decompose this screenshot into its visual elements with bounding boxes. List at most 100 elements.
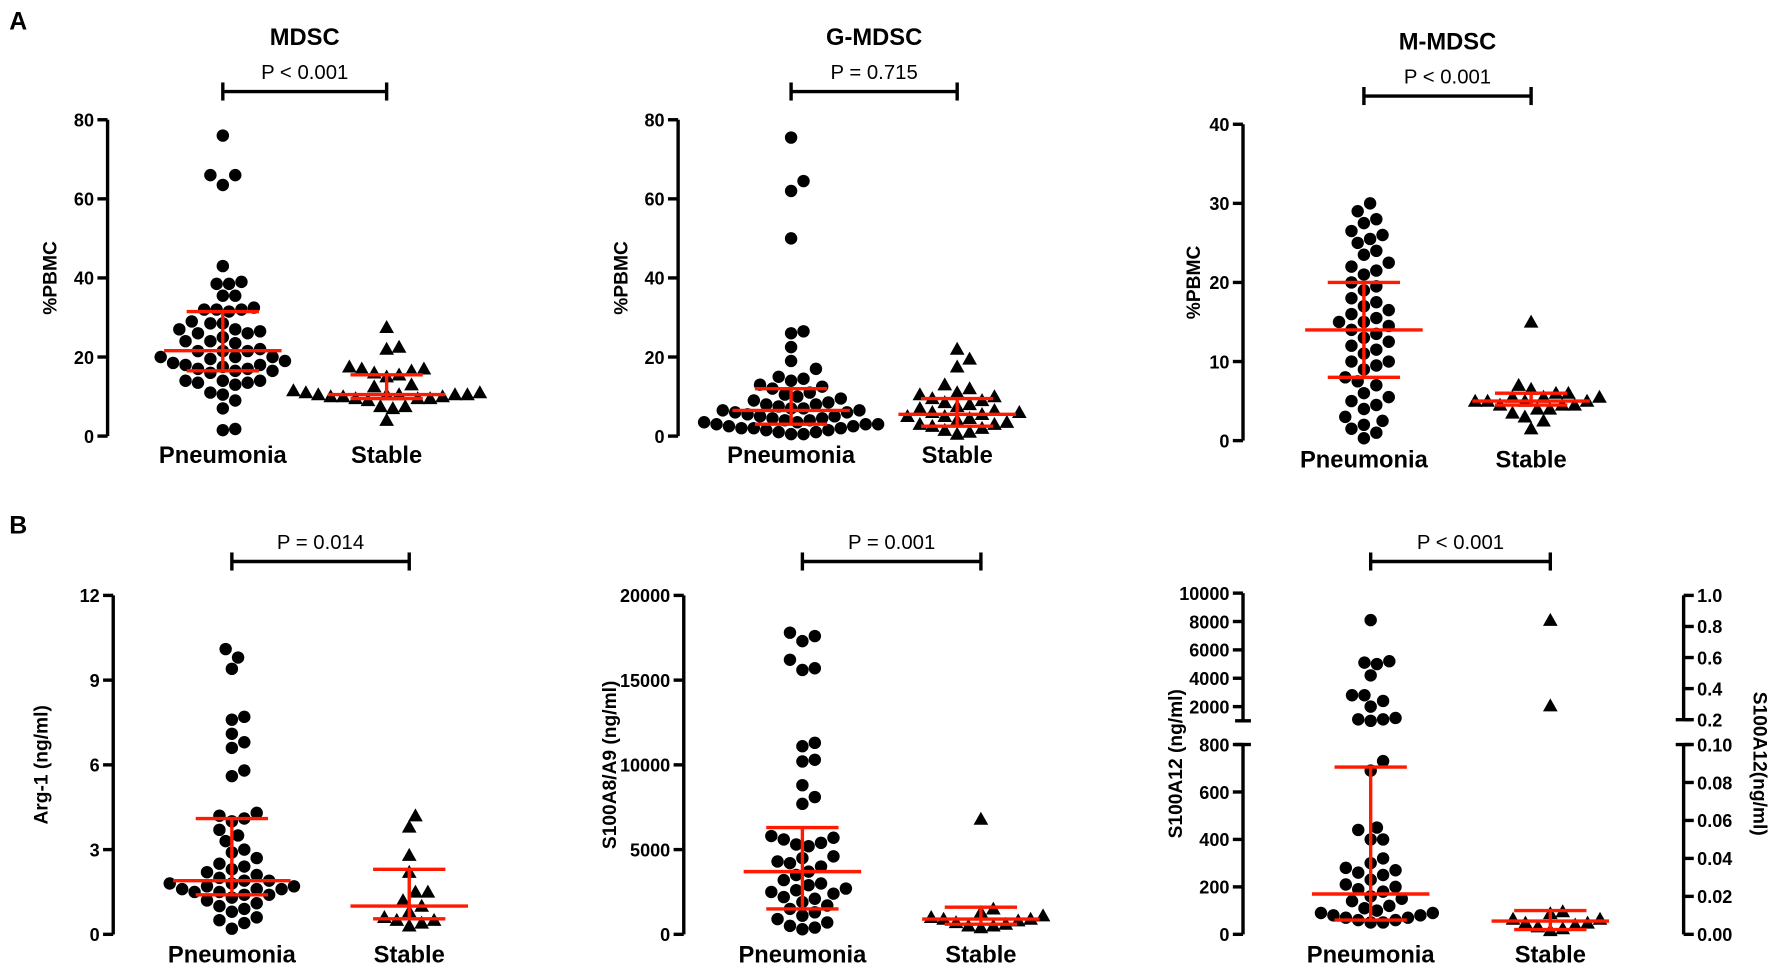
data-point-pneumonia [783,626,797,639]
data-point-stable [404,377,419,391]
data-point-pneumonia [778,388,792,401]
panel-label-a: A [9,8,27,35]
data-point-stable [1592,911,1608,925]
data-point-pneumonia [231,651,245,664]
data-point-pneumonia [1345,292,1358,305]
data-point-pneumonia [784,131,798,144]
data-point-pneumonia [216,388,230,401]
data-point-pneumonia [1357,386,1371,400]
data-point-pneumonia [784,327,798,340]
data-point-pneumonia [1370,904,1384,917]
data-point-pneumonia [1357,248,1371,261]
data-point-pneumonia [839,882,853,895]
x-category-label: Stable [1515,943,1586,969]
data-point-pneumonia [213,857,226,870]
data-point-stable [987,389,1002,403]
right-y-tick-label: 0.06 [1697,811,1732,831]
data-point-pneumonia [697,416,711,429]
data-point-pneumonia [253,325,267,338]
data-point-stable [949,426,965,440]
data-point-stable [923,910,939,924]
data-point-pneumonia [229,168,242,182]
data-point-pneumonia [1345,307,1358,321]
data-point-pneumonia [229,323,242,336]
data-point-pneumonia [229,289,242,302]
data-point-pneumonia [1357,216,1371,230]
data-point-pneumonia [197,303,211,316]
data-point-pneumonia [235,303,248,316]
data-point-stable [987,416,1002,430]
data-point-pneumonia [216,129,230,142]
data-point-stable [379,320,394,334]
data-point-stable [912,416,928,430]
data-point-pneumonia [200,865,214,879]
data-point-pneumonia [1370,821,1384,834]
data-point-pneumonia [204,366,217,380]
data-point-stable [949,385,965,399]
data-point-pneumonia [179,374,192,387]
data-point-pneumonia [1358,902,1371,915]
data-point-stable [1592,389,1607,403]
data-point-pneumonia [241,362,254,376]
data-point-pneumonia [266,364,279,378]
data-point-pneumonia [808,662,822,675]
data-point-pneumonia [871,418,885,431]
data-point-stable [401,847,417,861]
y-tick-label: 40 [74,269,94,289]
data-point-pneumonia [179,358,192,372]
data-point-stable [472,385,488,399]
data-point-stable [1505,405,1520,419]
data-point-stable [999,414,1015,428]
data-point-pneumonia [229,350,242,364]
data-point-pneumonia [1358,656,1371,669]
data-point-pneumonia [772,370,785,383]
data-point-pneumonia [777,873,790,887]
data-point-pneumonia [1357,432,1371,445]
data-point-pneumonia [1414,909,1427,922]
x-category-label: Stable [945,943,1016,969]
data-point-pneumonia [166,356,180,370]
data-point-stable [962,424,977,438]
y-tick-label: 20000 [620,586,670,606]
x-category-label: Pneumonia [738,943,867,969]
right-y-tick-label: 1.0 [1697,586,1722,606]
data-point-pneumonia [253,358,267,372]
chart-panel-5: 0 5000 10000 15000 20000 S100A8/A9 (ng/ml) P =… [600,532,1051,969]
data-point-stable [1561,385,1576,399]
data-point-pneumonia [1357,402,1371,416]
p-value-label: P = 0.014 [277,532,364,554]
data-point-stable [401,819,417,833]
data-point-pneumonia [809,398,823,411]
data-point-pneumonia [771,855,784,868]
data-point-pneumonia [278,354,292,368]
data-point-pneumonia [204,168,217,182]
y-tick-label: 200 [1199,878,1229,898]
data-point-pneumonia [777,833,790,846]
data-point-pneumonia [791,416,804,429]
data-point-pneumonia [1376,852,1390,865]
data-point-pneumonia [179,334,192,348]
data-point-pneumonia [210,277,223,291]
data-point-pneumonia [250,911,263,924]
y-axis-label: S100A8/A9 (ng/ml) [600,681,621,849]
y-tick-label: 15000 [620,671,670,691]
data-point-stable [1567,917,1583,931]
y-tick-label: 20 [644,348,664,368]
data-point-pneumonia [1382,390,1395,404]
data-point-pneumonia [229,394,242,407]
y-tick-label: 6000 [1189,641,1229,661]
data-point-stable [973,920,989,934]
data-point-pneumonia [847,419,860,433]
data-point-pneumonia [722,419,736,433]
x-category-label: Stable [374,943,445,969]
data-point-pneumonia [225,741,239,755]
data-point-pneumonia [1382,355,1395,368]
chart-title: G-MDSC [826,25,922,51]
data-point-pneumonia [213,913,226,927]
y-axis-label: %PBMC [41,241,62,315]
data-point-stable [377,910,392,924]
data-point-stable [1529,401,1545,415]
y-tick-label: 20 [1209,273,1229,293]
data-point-stable [420,884,436,898]
data-point-pneumonia [827,887,840,900]
